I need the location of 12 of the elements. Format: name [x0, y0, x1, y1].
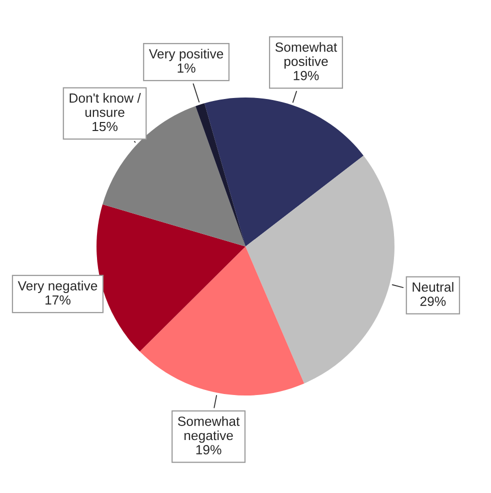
data-label: 17%	[46, 295, 70, 305]
slice-label: Very negative	[18, 280, 98, 294]
slice-label: Neutral	[412, 282, 454, 292]
slice-label: Very positive	[148, 48, 224, 62]
slice-label: Don't know / unsure	[70, 93, 141, 117]
data-label: 19%	[196, 445, 222, 454]
data-label: 29%	[420, 296, 446, 306]
slice-label: Somewhat negative	[178, 416, 240, 443]
data-label: 15%	[92, 122, 118, 132]
slice-label: Somewhat positive	[275, 42, 338, 69]
data-label: 1%	[178, 63, 196, 73]
data-label: 19%	[294, 70, 319, 80]
